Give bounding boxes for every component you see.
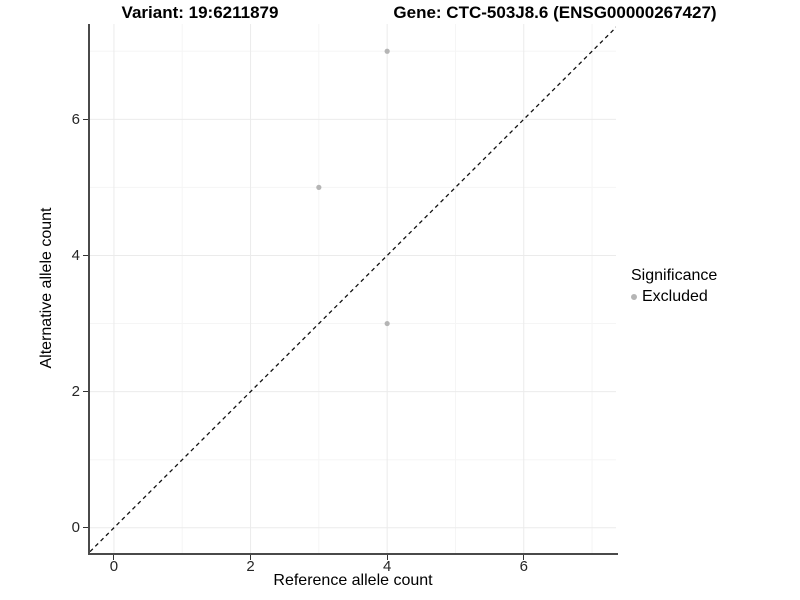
y-tick-mark [83,527,88,529]
plot-panel [90,24,616,553]
legend-item-label: Excluded [642,288,708,305]
x-tick-mark [250,555,252,560]
y-tick-label: 4 [71,246,80,264]
x-tick-label: 2 [246,558,255,575]
legend-items: Excluded [631,288,717,306]
x-axis-title: Reference allele count [273,572,433,589]
legend: Significance Excluded [631,267,717,306]
legend-title: Significance [631,267,718,284]
legend-item: Excluded [631,288,717,306]
plot-title-gene: Gene: CTC-503J8.6 (ENSG00000267427) [393,3,717,22]
x-tick-mark [523,555,525,560]
y-tick-mark [83,118,88,120]
identity-line [90,26,616,553]
y-axis-title: Alternative allele count [38,207,55,369]
x-tick-label: 6 [519,558,528,575]
y-axis-line [88,24,90,555]
x-tick-mark [113,555,115,560]
x-tick-label: 0 [109,558,119,575]
x-tick-mark [386,555,388,560]
data-point [384,320,390,327]
x-tick-label: 4 [382,558,392,575]
y-tick-label: 0 [71,519,80,537]
y-tick-label: 2 [71,383,80,401]
y-tick-mark [83,254,88,256]
y-tick-mark [83,391,88,393]
y-tick-label: 6 [71,110,80,128]
data-point [316,184,322,190]
x-axis-line [88,553,618,555]
legend-key-dot-icon [631,294,637,300]
data-point [384,48,390,54]
plot-title-variant: Variant: 19:6211879 [121,3,279,22]
